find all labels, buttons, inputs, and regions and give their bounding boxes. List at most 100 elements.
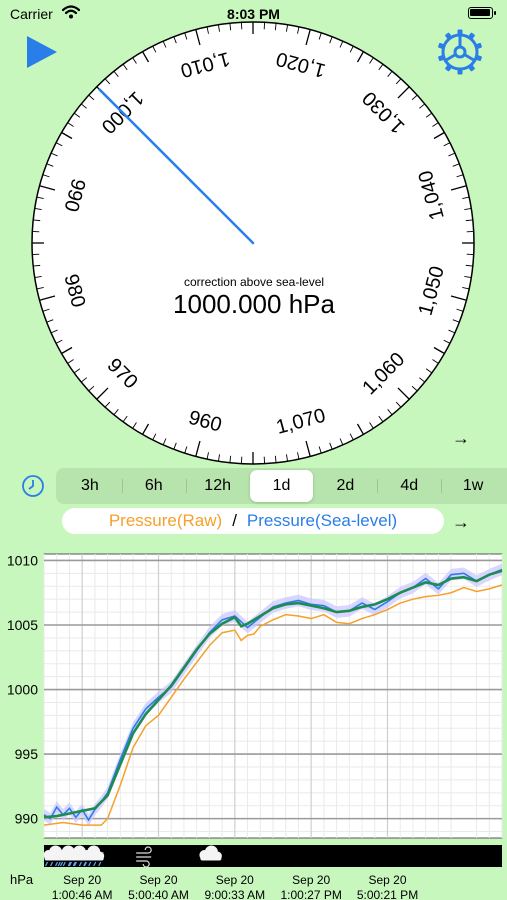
dial-tick (195, 440, 201, 457)
dial-tick (411, 385, 418, 392)
weather-strip (44, 845, 502, 867)
dial-tick (39, 295, 56, 301)
legend-raw[interactable]: Pressure(Raw) (108, 511, 223, 530)
dial-tick (425, 112, 433, 118)
dial-tick (462, 196, 470, 199)
status-bar: Carrier 8:03 PM (0, 0, 507, 28)
dial-tick (305, 440, 311, 457)
cloud-icon (199, 845, 222, 861)
dial-tick (387, 409, 393, 416)
dial-tick (297, 26, 300, 34)
y-tick-label: 995 (15, 746, 39, 762)
dial-tick (339, 438, 344, 446)
range-option-1w[interactable]: 1w (441, 470, 505, 502)
play-button[interactable] (24, 34, 60, 70)
dial-tick (122, 63, 128, 71)
dial-tick (33, 264, 41, 267)
gauge-caption: correction above sea-level (183, 275, 325, 289)
dial-tick (274, 455, 277, 463)
dial-tick (369, 57, 374, 64)
legend-separator: / (232, 511, 237, 530)
history-button[interactable] (20, 473, 46, 499)
dial-tick (88, 94, 95, 101)
legend-next-arrow[interactable]: → (452, 512, 470, 532)
dial-tick (318, 32, 322, 40)
dial-tick (141, 51, 150, 63)
settings-button[interactable] (436, 28, 484, 76)
dial-tick (443, 142, 451, 147)
dial-tick (349, 45, 354, 53)
wind-icon (136, 846, 152, 868)
dial-tick (104, 78, 111, 85)
dial-tick (206, 452, 209, 460)
dial-next-arrow[interactable]: → (452, 428, 470, 448)
x-tick-time: 5:00:40 AM (128, 888, 189, 900)
legend-sea-level[interactable]: Pressure(Sea-level) (246, 511, 398, 530)
dial-tick (448, 329, 456, 334)
range-option-2d[interactable]: 2d (336, 477, 355, 494)
dial-tick (397, 86, 410, 99)
dial-tick (448, 152, 456, 157)
status-time: 8:03 PM (227, 6, 280, 22)
x-tick-time: 9:00:33 AM (204, 888, 265, 900)
dial-tick (305, 29, 311, 46)
dial-tick (34, 207, 42, 210)
dial-tick (465, 264, 473, 267)
range-option-1d[interactable]: 1d (249, 470, 314, 502)
y-tick-label: 1005 (7, 617, 38, 633)
dial-tick (329, 442, 333, 450)
dial-tick (432, 122, 439, 127)
dial-tick (387, 70, 393, 77)
dial-tick (339, 40, 344, 48)
dial-tick (55, 142, 63, 147)
dial-tick (452, 319, 460, 323)
x-tick-time: 1:00:46 AM (52, 888, 113, 900)
y-tick-label: 1000 (7, 682, 38, 698)
range-option-6h[interactable]: 6h (121, 470, 186, 502)
dial-tick (433, 131, 445, 140)
pressure-dial: 9609709809901,0001,0101,0201,0301,0401,0… (31, 21, 475, 465)
x-tick-date: Sep 20 (368, 873, 406, 887)
dial-tick (39, 185, 56, 191)
dial-tick (286, 454, 289, 462)
dial-tick (184, 32, 188, 40)
dial-tick (96, 387, 109, 400)
dial-tick (132, 422, 137, 429)
range-option-12h[interactable]: 12h (185, 470, 250, 502)
play-icon (27, 36, 57, 68)
x-tick-time: 5:00:21 PM (357, 888, 418, 900)
dial-tick (356, 51, 365, 63)
dial-tick (36, 287, 44, 290)
x-tick-date: Sep 20 (139, 873, 177, 887)
x-tick-date: Sep 20 (216, 873, 254, 887)
dial-tick (33, 219, 41, 222)
dial-tick (206, 26, 209, 34)
range-option-4d[interactable]: 4d (377, 470, 441, 502)
dial-tick (217, 454, 220, 462)
dial-tick (356, 423, 365, 435)
dial-tick (42, 174, 50, 178)
dial-tick (67, 359, 74, 364)
dial-tick (297, 452, 300, 460)
dial-tick (152, 433, 157, 441)
dial-tick (104, 401, 111, 408)
dial-tick (274, 23, 277, 31)
dial-tick (50, 329, 58, 334)
dial-tick (173, 36, 177, 44)
dial-needle (98, 88, 255, 245)
battery-icon (468, 7, 496, 19)
dial-tick (450, 185, 467, 191)
dial-tick (173, 442, 177, 450)
dial-tick (46, 163, 54, 167)
dial-tick (419, 377, 426, 383)
dial-tick (61, 131, 73, 140)
dial-tick (113, 409, 119, 416)
range-option-3h[interactable]: 3h (81, 477, 99, 494)
dial-tick (465, 219, 473, 222)
x-tick-date: Sep 20 (63, 873, 101, 887)
dial-tick (443, 339, 451, 344)
dial-tick (80, 377, 87, 383)
dial-tick (349, 433, 354, 441)
dial-tick (464, 276, 472, 279)
